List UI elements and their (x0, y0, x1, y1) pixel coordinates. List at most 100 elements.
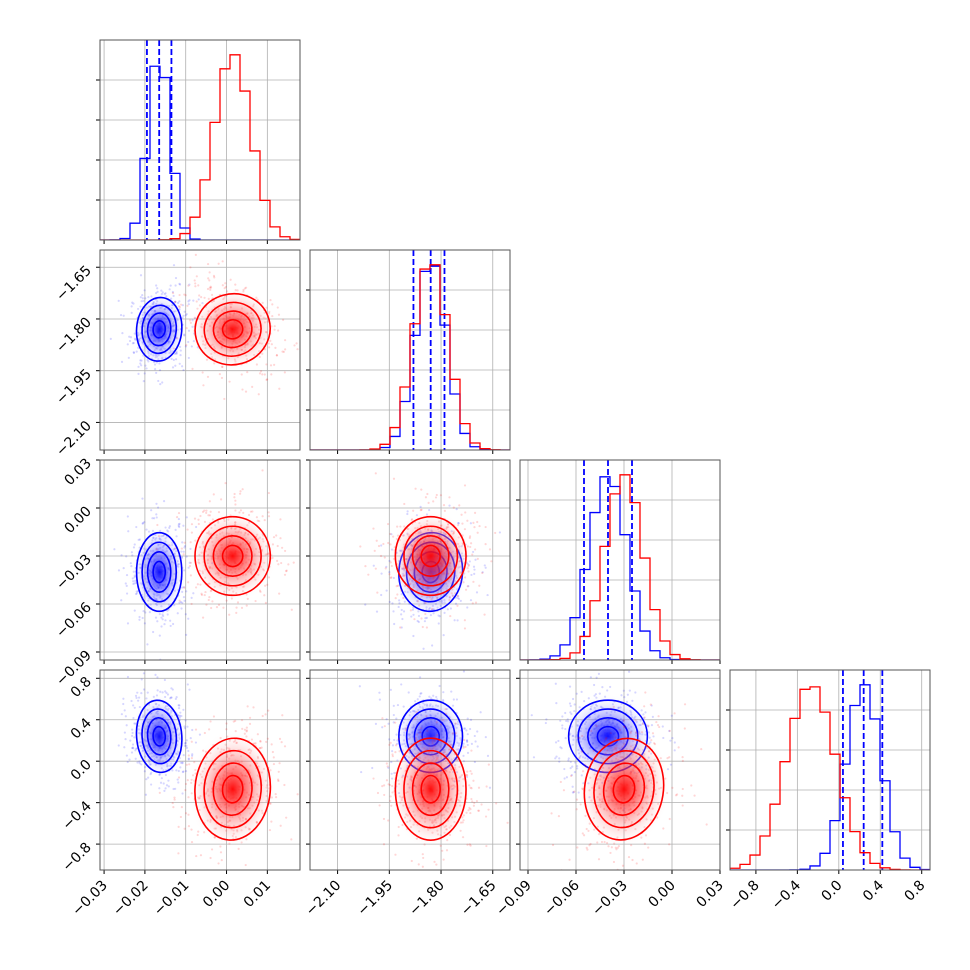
scatter-point (172, 787, 175, 791)
scatter-point (177, 517, 180, 521)
scatter-point (409, 609, 412, 612)
contour-level (212, 762, 253, 817)
scatter-point (178, 599, 181, 602)
scatter-point (186, 725, 189, 728)
scatter-point (220, 376, 224, 380)
scatter-point (184, 345, 187, 348)
scatter-point (239, 490, 242, 493)
contour-level (194, 737, 272, 841)
scatter-point (568, 685, 572, 688)
scatter-point (217, 862, 220, 865)
scatter-point (180, 806, 183, 809)
scatter-point (174, 787, 177, 790)
scatter-point (375, 610, 379, 613)
scatter-point (580, 690, 583, 694)
scatter-point (123, 746, 126, 749)
scatter-point (561, 724, 564, 727)
scatter-point (168, 525, 172, 528)
scatter-point (358, 685, 361, 688)
scatter-point (141, 294, 144, 297)
scatter-point (396, 525, 399, 528)
density-red (188, 287, 277, 371)
scatter-point (126, 343, 129, 346)
scatter-point (154, 673, 157, 676)
scatter-point (277, 779, 280, 783)
contour-level (135, 296, 183, 362)
scatter-point (203, 509, 206, 512)
scatter-point (176, 778, 179, 781)
scatter-point (177, 523, 180, 526)
scatter-point (125, 573, 129, 577)
scatter-point (251, 510, 254, 513)
scatter-point (387, 722, 390, 725)
scatter-point (473, 568, 476, 571)
scatter-point (478, 584, 481, 587)
scatter-point (545, 718, 548, 721)
scatter-point (141, 522, 145, 525)
scatter-point (473, 526, 476, 529)
scatter-point (483, 613, 486, 616)
scatter-point (433, 860, 436, 863)
scatter-point (180, 303, 183, 306)
scatter-point (392, 477, 396, 480)
scatter-point (417, 863, 420, 866)
scatter-point (568, 702, 572, 705)
scatter-point (265, 378, 268, 382)
scatter-point (177, 781, 180, 784)
scatter-point (241, 488, 244, 491)
scatter-point (275, 354, 278, 357)
density-red (188, 509, 277, 603)
scatter-point (185, 763, 188, 766)
scatter-point (173, 300, 177, 304)
scatter-point (209, 288, 212, 291)
scatter-point (382, 843, 386, 846)
scatter-point (195, 275, 198, 278)
scatter-point (128, 335, 131, 338)
scatter-point (185, 312, 188, 316)
scatter-point (169, 696, 173, 699)
scatter-point (475, 800, 479, 803)
scatter-point (184, 613, 187, 616)
scatter-point (472, 521, 475, 524)
scatter-point (267, 709, 270, 712)
scatter-point (590, 729, 593, 733)
scatter-point (194, 282, 197, 285)
scatter-point (129, 739, 132, 742)
scatter-point (178, 305, 181, 309)
scatter-point (606, 689, 609, 692)
scatter-point (575, 692, 578, 695)
scatter-point (210, 848, 214, 851)
scatter-point (461, 836, 465, 839)
scatter-point (178, 293, 181, 297)
scatter-point (172, 294, 175, 298)
scatter-point (245, 729, 248, 732)
panel-2-1 (306, 459, 511, 664)
scatter-point (189, 737, 192, 740)
scatter-point (190, 531, 194, 534)
contour-level (203, 301, 262, 357)
scatter-point (494, 531, 497, 535)
scatter-point (472, 804, 475, 807)
scatter-point (194, 525, 198, 529)
scatter-point (178, 525, 181, 529)
scatter-point (183, 586, 186, 589)
scatter-point (487, 808, 490, 811)
scatter-point (401, 617, 404, 621)
contour-level (203, 525, 262, 587)
scatter-point (278, 387, 281, 390)
scatter-point (129, 336, 133, 339)
scatter-point (598, 692, 601, 695)
scatter-point (212, 493, 215, 496)
scatter-point (596, 657, 598, 659)
scatter-point (169, 619, 172, 622)
scatter-point (225, 728, 228, 731)
scatter-point (117, 569, 121, 572)
panel-3-1: −2.10 −1.95 −1.80 −1.65 (303, 669, 511, 919)
panel-content (310, 460, 510, 660)
scatter-point (266, 737, 269, 740)
scatter-point (486, 593, 489, 597)
scatter-point (466, 519, 469, 522)
scatter-point (126, 622, 130, 625)
scatter-point (472, 779, 475, 782)
scatter-point (143, 622, 146, 625)
